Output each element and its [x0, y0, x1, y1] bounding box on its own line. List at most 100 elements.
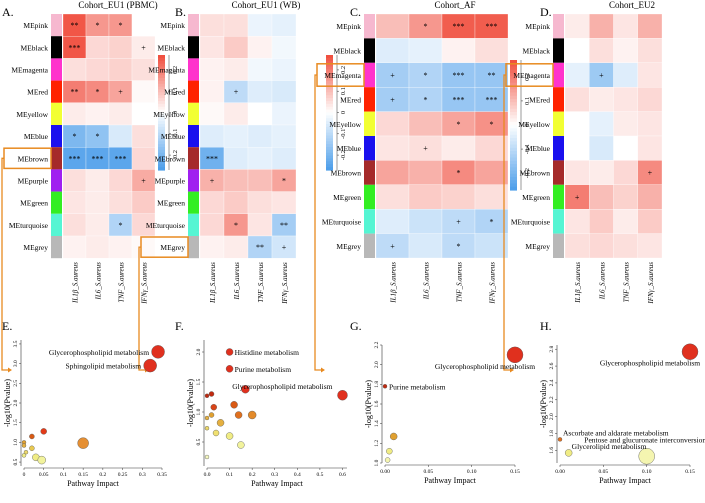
color-scale-segment — [158, 155, 165, 160]
module-color-strip — [51, 147, 62, 170]
module-label: MEturquoise — [322, 217, 362, 226]
module-label: MEgrey — [23, 243, 48, 252]
scatter-point — [204, 454, 210, 460]
color-scale-segment — [158, 80, 165, 85]
heatmap-cell — [408, 111, 443, 137]
significance-mark: * — [490, 120, 494, 129]
heatmap-cell — [85, 169, 110, 192]
heatmap-cell — [637, 160, 663, 185]
significance-mark: + — [456, 217, 461, 226]
pathway-label: Ascorbate and aldarate metabolism — [563, 428, 669, 437]
heatmap-cell — [247, 191, 273, 214]
color-scale-segment — [510, 131, 517, 136]
heatmap-cell — [199, 235, 225, 259]
module-label: MEgreen — [522, 193, 550, 202]
module-label: MEred — [27, 88, 48, 97]
color-scale-segment — [158, 158, 165, 162]
color-scale-segment — [510, 144, 517, 149]
heatmap-cell — [85, 102, 110, 126]
heatmap-cell — [613, 160, 638, 185]
color-scale-segment — [158, 152, 165, 157]
significance-mark: * — [282, 177, 286, 186]
color-scale-segment — [326, 135, 333, 139]
color-scale-segment — [158, 55, 165, 59]
color-scale-segment — [510, 108, 517, 113]
heatmap-cell — [62, 213, 87, 237]
color-scale-segment — [326, 66, 333, 70]
module-label: MEmagenta — [324, 71, 361, 80]
color-scale-tick-label: 0.1 — [172, 87, 179, 95]
y-tick-label: 2.4 — [549, 379, 555, 386]
heatmap-cell — [271, 235, 297, 259]
heatmap-cell — [131, 102, 156, 126]
panel-title: Cohort_EU1 (WB) — [232, 0, 301, 10]
color-scale-segment — [326, 121, 333, 125]
color-scale-segment — [158, 126, 165, 131]
column-label: IFNγ_S.aureus — [141, 262, 149, 305]
color-scale-segment — [158, 147, 165, 151]
color-scale-segment — [510, 86, 517, 90]
scatter-point — [564, 449, 573, 457]
color-scale-segment — [510, 164, 517, 168]
color-scale-tick-label: 0 — [172, 111, 179, 114]
heatmap-cell — [375, 111, 410, 137]
heatmap-cell — [564, 184, 590, 210]
module-label: MEbrown — [520, 169, 551, 178]
x-tick-label: 0.05 — [424, 469, 434, 475]
column-label: IFNγ_S.aureus — [489, 262, 497, 305]
heatmap-cell — [62, 169, 87, 192]
scatter-point — [29, 433, 35, 440]
connector-arrowhead — [8, 367, 12, 373]
heatmap-cell — [131, 124, 156, 148]
module-label: MEblack — [334, 47, 362, 56]
module-label: MEred — [340, 95, 361, 104]
x-tick-label: 0.05 — [39, 472, 49, 478]
module-color-strip — [188, 169, 199, 192]
y-tick-label: 2.2 — [549, 396, 555, 403]
heatmap-cell — [199, 191, 225, 214]
heatmap-cell — [131, 235, 156, 259]
heatmap-cell — [247, 102, 273, 126]
significance-mark: + — [210, 177, 215, 186]
x-tick-label: 0.0 — [204, 472, 211, 478]
column-label: IFNγ_S.aureus — [647, 262, 655, 305]
significance-mark: + — [282, 243, 287, 252]
y-tick-label: 3.5 — [13, 340, 19, 347]
heatmap-cell — [85, 191, 110, 214]
module-label: MEblue — [24, 132, 49, 141]
column-label: IL1β_S.aureus — [209, 262, 217, 304]
heatmap-cell — [108, 235, 133, 259]
module-color-strip — [553, 160, 564, 185]
y-axis-label: -log10(Pvalue) — [3, 379, 12, 427]
color-scale-segment — [510, 147, 517, 152]
module-label: MEblue — [337, 144, 362, 153]
color-scale-segment — [510, 134, 517, 139]
y-tick-label: 0.5 — [13, 458, 19, 465]
heatmap-cell — [247, 80, 273, 103]
module-label: MEbrown — [18, 154, 49, 163]
significance-mark: ** — [280, 221, 288, 230]
module-color-strip — [188, 14, 199, 37]
heatmap-cell — [474, 62, 509, 88]
module-label: MEyellow — [153, 110, 185, 119]
module-color-strip — [188, 191, 199, 214]
heatmap-cell — [441, 135, 476, 161]
heatmap-cell — [375, 38, 410, 63]
scatter-point — [23, 450, 29, 455]
color-scale-segment — [326, 98, 333, 102]
module-label: MEgrey — [336, 242, 361, 251]
module-label: MEturquoise — [9, 221, 49, 230]
module-label: MEred — [164, 88, 185, 97]
x-tick-label: 0.10 — [467, 469, 477, 475]
color-scale-segment — [158, 66, 165, 70]
color-scale-segment — [326, 63, 333, 68]
connector-line — [314, 74, 321, 371]
scatter-point — [208, 391, 215, 397]
color-scale-segment — [326, 101, 333, 105]
heatmap-cell — [108, 191, 133, 214]
connector-line — [1, 157, 8, 371]
scatter-point — [204, 393, 210, 398]
y-tick-label: 1.8 — [374, 381, 380, 388]
color-scale-segment — [326, 103, 333, 108]
significance-mark: *** — [92, 154, 104, 163]
